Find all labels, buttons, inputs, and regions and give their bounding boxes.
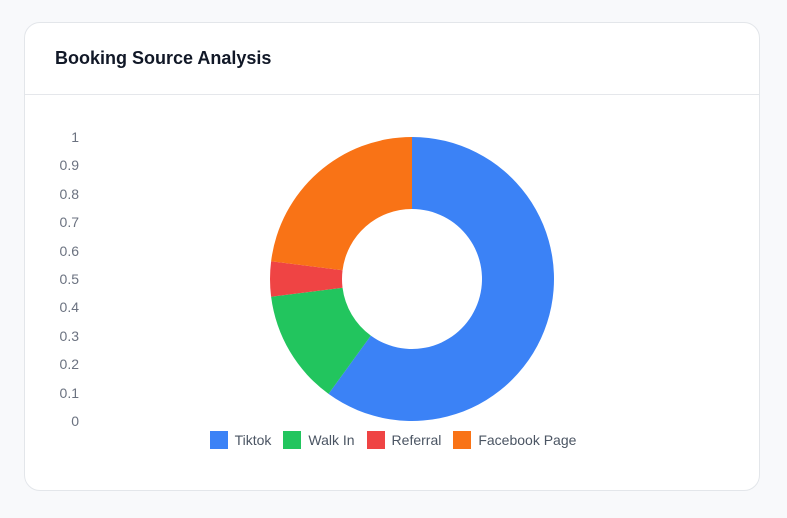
y-tick-label: 0.9 <box>59 157 79 174</box>
donut-chart <box>270 137 554 422</box>
chart-legend: Tiktok Walk In Referral Facebook Page <box>25 431 761 449</box>
booking-source-card: Booking Source Analysis 1 0.9 0.8 0.7 0.6 0.5… <box>24 22 760 491</box>
y-tick-label: 0.8 <box>59 185 79 202</box>
card-header: Booking Source Analysis <box>25 23 759 95</box>
legend-label: Tiktok <box>234 432 272 448</box>
legend-swatch <box>366 431 385 449</box>
legend-swatch <box>209 431 228 449</box>
y-tick-label: 0.5 <box>59 271 79 287</box>
y-tick-label: 0.4 <box>59 299 79 316</box>
legend-swatch <box>453 431 472 449</box>
y-tick-label: 0 <box>71 413 79 429</box>
y-tick-label: 1 <box>71 129 79 145</box>
legend-item-tiktok[interactable]: Tiktok <box>209 431 272 449</box>
legend-item-referral[interactable]: Referral <box>366 431 442 449</box>
legend-item-facebook-page[interactable]: Facebook Page <box>453 431 576 449</box>
legend-item-walk-in[interactable]: Walk In <box>283 431 355 449</box>
legend-label: Walk In <box>308 432 355 448</box>
legend-label: Referral <box>391 432 442 448</box>
slice-facebook-page[interactable] <box>271 137 412 271</box>
slice-referral[interactable] <box>270 261 343 297</box>
y-tick-label: 0.1 <box>59 384 79 401</box>
slice-tiktok[interactable] <box>328 137 554 422</box>
y-tick-label: 0.3 <box>59 327 79 344</box>
y-tick-label: 0.2 <box>59 356 79 373</box>
legend-swatch <box>283 431 302 449</box>
y-tick-label: 0.6 <box>59 242 79 259</box>
slice-walk-in[interactable] <box>271 287 371 394</box>
legend-label: Facebook Page <box>478 432 577 448</box>
y-tick-label: 0.7 <box>59 214 79 231</box>
card-title: Booking Source Analysis <box>55 48 272 68</box>
